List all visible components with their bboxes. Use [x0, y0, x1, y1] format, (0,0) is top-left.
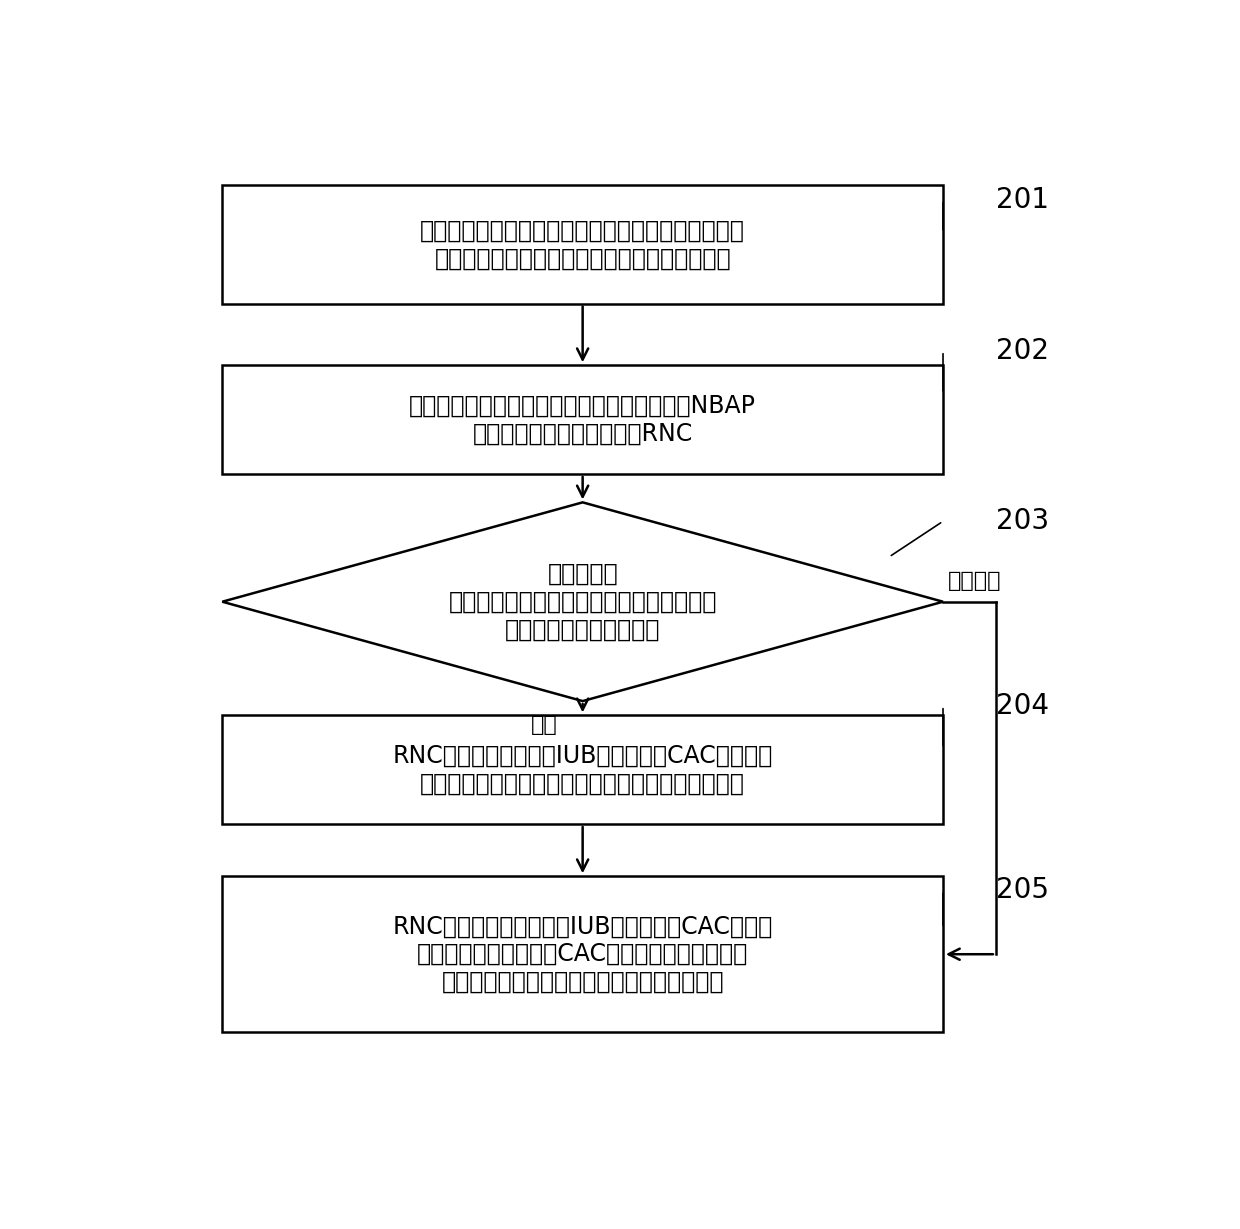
FancyBboxPatch shape — [222, 876, 944, 1032]
Text: 大于等于: 大于等于 — [947, 571, 1002, 591]
Text: 基站检测到自身的物理端口的传输资源特性发生变化
时，计算并更新自身当前的物理端口的带宽门限: 基站检测到自身的物理端口的传输资源特性发生变化 时，计算并更新自身当前的物理端口… — [420, 219, 745, 270]
Text: 204: 204 — [996, 692, 1049, 720]
Text: 205: 205 — [996, 876, 1049, 905]
Text: RNC将自身当前保存的IUB接口下行的CAC及流量控
制的带宽门限更新为所述上报的物理端口的带宽门限: RNC将自身当前保存的IUB接口下行的CAC及流量控 制的带宽门限更新为所述上报… — [393, 744, 773, 795]
FancyBboxPatch shape — [222, 365, 944, 474]
Text: 201: 201 — [996, 186, 1049, 214]
FancyBboxPatch shape — [222, 715, 944, 825]
Text: 202: 202 — [996, 337, 1049, 365]
Polygon shape — [222, 503, 944, 701]
Text: 基站将自身当前的物理端口的带宽门限携带在NBAP
信令的可选信元中，上报给RNC: 基站将自身当前的物理端口的带宽门限携带在NBAP 信令的可选信元中，上报给RNC — [409, 393, 756, 445]
Text: 小于: 小于 — [531, 715, 558, 735]
Text: RNC根据自身当前保存的IUB接口下行的CAC及流量
控制的带宽门限，实施CAC和流量控制，精确分配
和使用传输带宽资源，之后结束当前处理流程: RNC根据自身当前保存的IUB接口下行的CAC及流量 控制的带宽门限，实施CAC… — [393, 914, 773, 994]
Text: 203: 203 — [996, 508, 1049, 536]
Text: 将可选信元
中的每个物理端口的带宽门限与对应的预先
配置的带宽门限进行比较: 将可选信元 中的每个物理端口的带宽门限与对应的预先 配置的带宽门限进行比较 — [449, 562, 717, 642]
FancyBboxPatch shape — [222, 186, 944, 304]
